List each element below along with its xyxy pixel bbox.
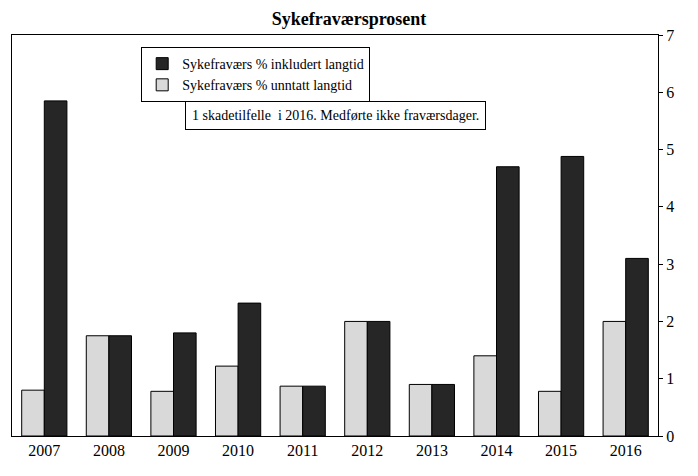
svg-text:0: 0 xyxy=(666,428,674,445)
svg-text:2011: 2011 xyxy=(287,442,318,459)
svg-text:2014: 2014 xyxy=(481,442,513,459)
svg-text:2: 2 xyxy=(666,313,674,330)
svg-text:4: 4 xyxy=(666,198,674,215)
svg-text:6: 6 xyxy=(666,84,674,101)
svg-text:2015: 2015 xyxy=(545,442,577,459)
svg-text:2010: 2010 xyxy=(222,442,254,459)
svg-text:2008: 2008 xyxy=(93,442,125,459)
svg-text:Sykefraværs % inkludert langti: Sykefraværs % inkludert langtid xyxy=(182,57,364,72)
svg-text:2016: 2016 xyxy=(610,442,642,459)
svg-text:2009: 2009 xyxy=(158,442,190,459)
svg-text:1: 1 xyxy=(666,370,674,387)
svg-text:7: 7 xyxy=(666,27,674,44)
svg-text:Sykefraværsprosent: Sykefraværsprosent xyxy=(272,9,427,29)
svg-text:5: 5 xyxy=(666,141,674,158)
svg-text:1 skadetilfelle i 2016. Medfø: 1 skadetilfelle i 2016. Medførte ikke fr… xyxy=(192,108,479,123)
svg-text:2007: 2007 xyxy=(28,442,60,459)
svg-text:Sykefraværs % unntatt langtid: Sykefraværs % unntatt langtid xyxy=(182,78,352,93)
svg-text:3: 3 xyxy=(666,256,674,273)
svg-text:2012: 2012 xyxy=(351,442,383,459)
svg-text:2013: 2013 xyxy=(416,442,448,459)
